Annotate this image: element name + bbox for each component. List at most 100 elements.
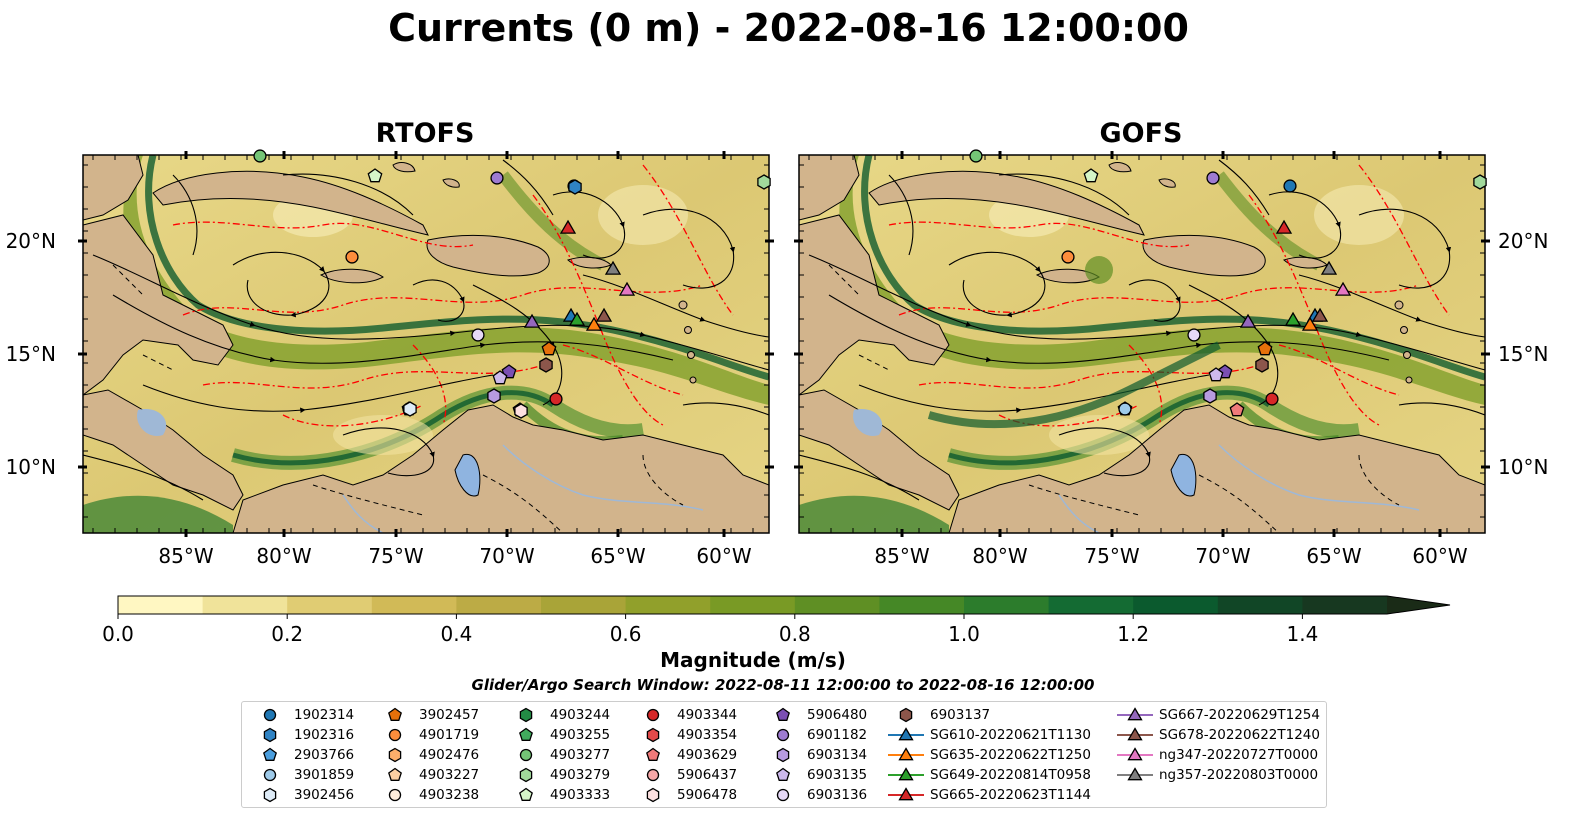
map-marker-4901719 — [345, 250, 359, 264]
legend-marker — [899, 707, 913, 723]
map-marker-sg667-20220629t1254 — [523, 313, 541, 328]
circle-marker-icon — [388, 728, 402, 742]
legend-marker — [1127, 747, 1143, 761]
legend-label: SG610-20220621T1130 — [930, 727, 1091, 743]
longitude-labels-rtofs: 85°W 80°W 75°W 70°W 65°W 60°W — [158, 544, 751, 568]
legend-label: 6903137 — [930, 707, 991, 723]
legend-marker — [519, 767, 533, 783]
map-marker-6903137 — [539, 357, 553, 373]
latitude-labels-left: 20°N 15°N 10°N — [6, 229, 56, 479]
legend-label: 4903279 — [550, 767, 611, 783]
triangle-marker-icon — [1117, 727, 1153, 741]
map-marker-6903134 — [487, 388, 501, 404]
circle-marker-icon — [388, 788, 402, 802]
legend-marker — [388, 788, 402, 802]
map-panel-rtofs — [78, 149, 774, 537]
hexagon-marker-icon — [899, 707, 913, 723]
hexagon-marker-icon — [263, 787, 277, 803]
legend-label: SG678-20220622T1240 — [1159, 727, 1320, 743]
colorbar-tick-label: 0.0 — [102, 622, 134, 646]
legend-marker — [898, 727, 914, 741]
longitude-tick-label: 80°W — [256, 544, 311, 568]
map-marker-sg635-20220622t1250 — [1301, 316, 1319, 331]
legend-label: 4903244 — [550, 707, 611, 723]
legend-label: ng347-20220727T0000 — [1159, 747, 1319, 763]
longitude-tick-label: 65°W — [1306, 544, 1361, 568]
map-marker-3901859 — [1118, 402, 1132, 416]
latitude-tick-label: 10°N — [6, 455, 56, 479]
legend-marker — [519, 787, 533, 801]
map-marker-sg665-20220623t1144 — [559, 219, 577, 234]
legend-marker — [388, 707, 402, 721]
colorbar-segment — [1048, 596, 1134, 614]
colorbar-segment — [1133, 596, 1219, 614]
legend-label: 4903629 — [677, 747, 738, 763]
longitude-tick-label: 60°W — [1412, 544, 1467, 568]
legend-marker — [263, 747, 277, 761]
legend-marker — [898, 787, 914, 801]
map-marker-6901182 — [1206, 171, 1220, 185]
colorbar-segment — [541, 596, 627, 614]
legend-label: 4903354 — [677, 727, 738, 743]
legend-label: 1902314 — [294, 707, 355, 723]
latitude-tick-label: 20°N — [6, 229, 56, 253]
map-marker-3902457 — [1257, 341, 1273, 356]
legend-marker — [519, 727, 533, 741]
circle-marker-icon — [519, 748, 533, 762]
longitude-tick-label: 65°W — [590, 544, 645, 568]
legend-marker — [646, 747, 660, 761]
legend-label: 3902457 — [419, 707, 480, 723]
map-marker-sg635-20220622t1250 — [585, 316, 603, 331]
longitude-tick-label: 75°W — [368, 544, 423, 568]
legend-marker — [776, 747, 790, 763]
legend-marker — [388, 747, 402, 763]
map-marker-6903134 — [1203, 388, 1217, 404]
colorbar-segment — [1217, 596, 1303, 614]
legend-label: 4903277 — [550, 747, 611, 763]
legend-marker — [388, 767, 402, 781]
colorbar-tick-label: 1.0 — [948, 622, 980, 646]
legend-marker — [519, 748, 533, 762]
search-window-text: Glider/Argo Search Window: 2022-08-11 12… — [471, 676, 1095, 694]
pentagon-marker-icon — [519, 787, 533, 801]
map-marker-ng357-20220803t0000 — [604, 260, 622, 275]
colorbar-tick-label: 0.2 — [271, 622, 303, 646]
hexagon-marker-icon — [776, 747, 790, 763]
map-marker-4903344 — [549, 392, 563, 406]
latitude-tick-label: 15°N — [1498, 342, 1548, 366]
legend-marker — [1127, 707, 1143, 721]
map-marker-4903277 — [253, 149, 267, 163]
legend-label: 4903227 — [419, 767, 480, 783]
legend-marker — [263, 768, 277, 782]
colorbar-tick-label: 0.8 — [779, 622, 811, 646]
legend-label: 4902476 — [419, 747, 480, 763]
map-marker-4903629 — [1229, 402, 1245, 417]
longitude-tick-label: 85°W — [874, 544, 929, 568]
map-marker-6903135 — [492, 370, 508, 385]
longitude-tick-label: 85°W — [158, 544, 213, 568]
colorbar-tick-label: 0.4 — [440, 622, 472, 646]
legend-label: 6901182 — [807, 727, 868, 743]
legend-marker — [776, 788, 790, 802]
hexagon-marker-icon — [519, 767, 533, 783]
colorbar-segment — [456, 596, 542, 614]
map-marker-sg649-20220814t0958 — [1284, 311, 1302, 326]
map-marker-4901719 — [1061, 250, 1075, 264]
pentagon-marker-icon — [776, 767, 790, 781]
map-marker-6903136 — [1187, 328, 1201, 342]
legend-label: 4903238 — [419, 787, 480, 803]
legend-label: 4903333 — [550, 787, 611, 803]
legend-label: 1902316 — [294, 727, 355, 743]
pentagon-marker-icon — [388, 707, 402, 721]
longitude-tick-label: 70°W — [1195, 544, 1250, 568]
map-marker-1902316 — [568, 179, 582, 195]
legend-label: SG649-20220814T0958 — [930, 767, 1091, 783]
triangle-marker-icon — [888, 767, 924, 781]
latitude-labels-right: 20°N 15°N 10°N — [1498, 229, 1548, 479]
map-marker-4903333 — [1083, 168, 1099, 183]
colorbar-segment — [1302, 596, 1388, 614]
legend-label: 4903255 — [550, 727, 611, 743]
circle-marker-icon — [263, 768, 277, 782]
map-marker-ng347-20220727t0000 — [618, 281, 636, 296]
